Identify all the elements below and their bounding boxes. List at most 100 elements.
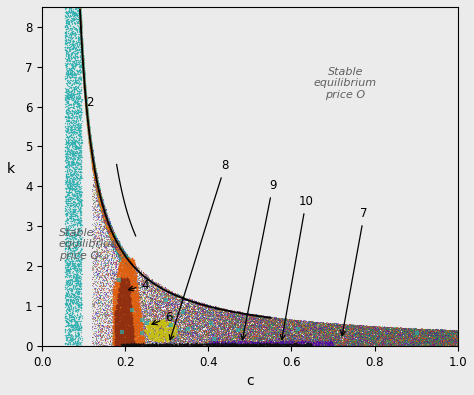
Point [449,338,456,344]
Point [161,325,169,332]
Point [227,339,235,345]
Point [429,341,437,347]
Point [127,288,135,295]
Point [75,120,82,126]
Point [125,261,133,268]
Point [373,329,381,335]
Point [68,191,76,197]
Point [99,202,106,209]
Point [388,333,396,339]
Point [115,288,122,294]
Point [118,251,126,258]
Point [201,321,209,327]
Point [117,299,125,305]
Point [419,327,427,334]
Point [76,16,84,23]
Point [301,334,308,340]
Point [63,254,70,260]
Point [181,303,188,310]
Point [108,230,116,236]
Point [122,254,130,261]
Point [108,317,115,323]
Point [106,226,113,232]
Point [84,123,91,129]
Point [209,332,216,339]
Point [340,333,348,340]
Point [255,316,263,323]
Point [107,234,115,240]
Point [423,327,430,334]
Point [130,312,138,319]
Point [339,342,347,348]
Point [329,335,337,341]
Point [254,337,262,343]
Point [164,330,172,336]
Point [256,326,264,332]
Point [158,331,166,337]
Point [178,337,185,344]
Point [310,334,318,340]
Point [100,209,107,215]
Point [116,245,124,251]
Point [110,233,118,240]
Point [407,334,414,340]
Point [265,332,273,338]
Point [107,340,115,346]
Point [110,325,118,331]
Point [113,242,120,248]
Point [309,324,317,330]
Point [69,96,76,103]
Point [267,338,275,344]
Point [77,260,84,266]
Point [100,239,108,245]
Point [215,336,223,342]
Point [251,340,259,346]
Point [373,342,381,349]
Point [103,220,110,226]
Point [118,331,126,337]
Point [305,318,313,325]
Point [231,310,238,317]
Point [116,245,123,251]
Point [355,340,363,346]
Point [396,327,403,333]
Point [270,342,278,348]
Point [379,340,387,346]
Point [216,323,223,329]
Point [127,339,135,345]
Point [375,341,383,348]
Point [76,8,84,15]
Point [363,340,371,346]
Point [374,326,381,332]
Point [390,340,398,346]
Point [372,340,380,346]
Point [145,312,153,318]
Point [315,337,322,343]
Point [368,342,376,348]
Point [65,140,73,147]
Point [313,333,321,339]
Point [338,326,346,332]
Point [178,293,186,299]
Point [233,325,240,331]
Point [105,223,112,229]
Point [312,329,320,335]
Point [64,333,71,340]
Point [241,318,248,325]
Point [348,335,356,341]
Point [116,273,124,280]
Point [281,340,289,347]
Point [110,239,118,245]
Point [169,295,177,302]
Point [343,330,351,336]
Point [187,333,195,339]
Point [340,340,348,347]
Point [297,339,305,346]
Point [140,341,147,347]
Point [146,301,154,308]
Point [106,226,113,232]
Point [268,340,275,347]
Point [91,172,99,179]
Point [286,327,294,333]
Point [206,313,213,319]
